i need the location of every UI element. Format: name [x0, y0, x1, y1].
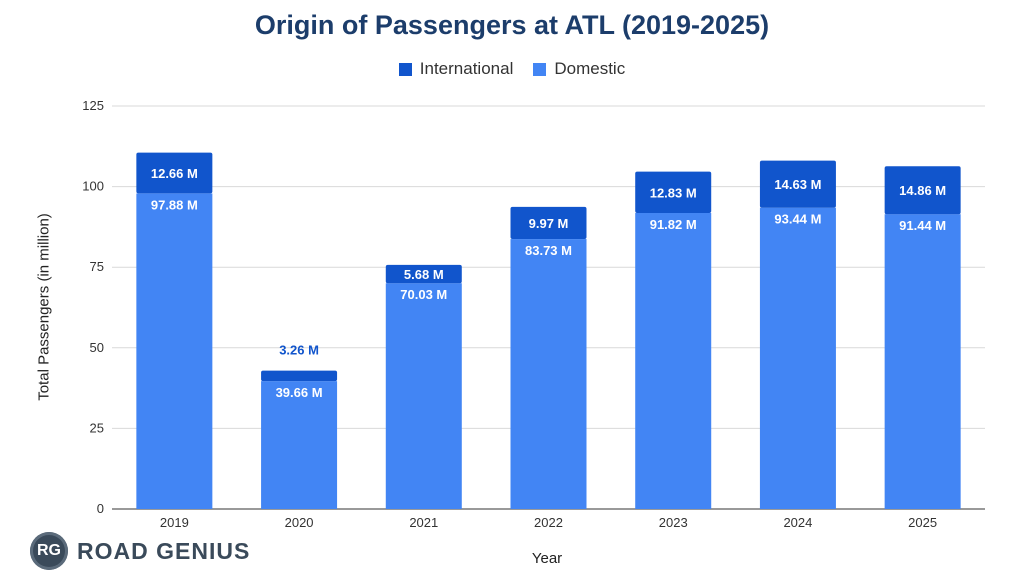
legend-swatch-domestic [533, 62, 547, 76]
legend-label-domestic: Domestic [554, 59, 626, 78]
data-labels: 97.88 M 12.66 M 39.66 M 3.26 M 70.03 M 5.68 M… [151, 166, 946, 400]
x-axis-label: Year [531, 550, 563, 567]
data-label-international: 3.26 M [279, 343, 319, 358]
bar-domestic-2025 [884, 214, 961, 509]
y-tick-label: 25 [90, 420, 104, 435]
brand-watermark: RG ROAD GENIUS [30, 532, 250, 570]
legend: International Domestic [0, 59, 1024, 79]
y-tick-label: 125 [82, 98, 104, 113]
bar-international-2024 [759, 160, 836, 208]
brand-logo: RG [30, 532, 68, 570]
bars [136, 152, 961, 509]
y-tick-label: 50 [90, 340, 104, 355]
y-tick-label: 100 [82, 179, 104, 194]
data-label-domestic: 91.82 M [650, 217, 697, 232]
bar-international-2019 [136, 152, 213, 194]
y-tick-label: 75 [90, 259, 104, 274]
legend-item-domestic[interactable]: Domestic [533, 59, 625, 79]
bar-international-2025 [884, 166, 961, 215]
x-tick-label: 2019 [160, 515, 189, 530]
bar-international-2023 [635, 171, 712, 213]
chart-title: Origin of Passengers at ATL (2019-2025) [254, 10, 770, 40]
data-label-domestic: 39.66 M [276, 385, 323, 400]
x-tick-label: 2025 [908, 515, 937, 530]
x-tick-label: 2022 [534, 515, 563, 530]
bar-domestic-2020 [261, 381, 338, 509]
data-label-international: 14.63 M [774, 177, 821, 192]
legend-label-international: International [419, 59, 514, 78]
bar-domestic-2024 [759, 207, 836, 509]
data-label-domestic: 83.73 M [525, 243, 572, 258]
data-label-domestic: 91.44 M [899, 218, 946, 233]
y-axis-label: Total Passengers (in million) [35, 213, 53, 401]
data-label-international: 14.86 M [899, 183, 946, 198]
legend-item-international[interactable]: International [398, 59, 514, 79]
data-label-international: 9.97 M [529, 216, 569, 231]
brand-name: ROAD GENIUS [77, 537, 251, 564]
x-tick-label: 2021 [409, 515, 438, 530]
data-label-domestic: 93.44 M [774, 212, 821, 227]
data-label-domestic: 70.03 M [400, 287, 447, 302]
bar-international-2022 [510, 206, 587, 240]
data-label-international: 12.66 M [151, 166, 198, 181]
y-tick-label: 0 [97, 501, 104, 516]
data-label-international: 5.68 M [404, 267, 444, 282]
axes: 0 25 50 75 100 125 2019 2020 2021 2022 2023 2024 202… [82, 98, 937, 530]
bar-international-2021 [385, 264, 462, 284]
bar-domestic-2022 [510, 239, 587, 509]
x-tick-label: 2020 [285, 515, 314, 530]
bar-domestic-2023 [635, 212, 712, 509]
bar-domestic-2021 [385, 283, 462, 509]
data-label-domestic: 97.88 M [151, 197, 198, 212]
bar-international-2020 [261, 370, 338, 382]
x-tick-label: 2023 [659, 515, 688, 530]
data-label-international: 12.83 M [650, 185, 697, 200]
x-tick-label: 2024 [783, 515, 812, 530]
bar-domestic-2019 [136, 193, 213, 509]
legend-swatch-international [398, 62, 412, 76]
